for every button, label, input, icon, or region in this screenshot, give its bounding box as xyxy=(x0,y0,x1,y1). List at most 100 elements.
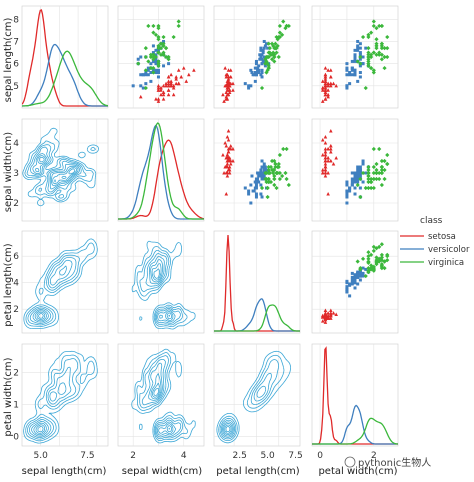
point-virginica xyxy=(366,50,371,55)
point-versicolor xyxy=(162,64,166,68)
point-versicolor xyxy=(149,62,153,66)
point-virginica xyxy=(259,85,265,91)
point-virginica xyxy=(374,43,379,49)
point-versicolor xyxy=(266,46,270,50)
x-tick-label: 7.5 xyxy=(288,451,302,461)
point-setosa xyxy=(329,68,333,72)
point-setosa xyxy=(225,88,230,92)
panel-r2-c1 xyxy=(117,230,205,334)
point-versicolor xyxy=(345,86,349,90)
point-virginica xyxy=(276,34,281,40)
point-virginica xyxy=(371,70,376,75)
point-virginica xyxy=(371,170,376,176)
point-setosa xyxy=(323,174,328,178)
point-virginica xyxy=(148,65,153,71)
point-virginica xyxy=(283,170,288,176)
point-virginica xyxy=(377,50,382,55)
x-axis-label-2: petal length(cm) xyxy=(216,466,300,477)
point-versicolor xyxy=(254,195,258,199)
point-versicolor xyxy=(353,186,357,190)
point-versicolor xyxy=(345,285,349,289)
kde-line-versicolor xyxy=(22,43,108,107)
point-setosa xyxy=(221,92,225,97)
point-virginica xyxy=(379,57,384,62)
point-versicolor xyxy=(348,82,352,86)
point-versicolor xyxy=(154,57,158,61)
point-virginica xyxy=(273,161,278,167)
panel-marks xyxy=(216,350,291,444)
point-setosa xyxy=(323,79,328,83)
point-setosa xyxy=(326,311,330,315)
point-virginica xyxy=(366,265,371,271)
point-setosa xyxy=(156,99,161,103)
panel-marks xyxy=(312,346,398,445)
point-setosa xyxy=(171,92,176,97)
point-virginica xyxy=(374,52,379,57)
point-versicolor xyxy=(257,64,261,68)
panel-r1-c1 xyxy=(117,118,205,222)
point-versicolor xyxy=(263,165,267,169)
point-versicolor xyxy=(249,84,253,88)
point-versicolor xyxy=(353,68,357,72)
point-versicolor xyxy=(254,183,258,187)
point-versicolor xyxy=(151,68,155,72)
point-setosa xyxy=(228,68,233,72)
point-setosa xyxy=(323,308,328,312)
point-virginica xyxy=(371,50,376,55)
point-virginica xyxy=(366,59,371,64)
point-virginica xyxy=(277,30,282,35)
point-virginica xyxy=(272,158,277,164)
point-virginica xyxy=(265,194,270,200)
point-setosa xyxy=(326,83,330,88)
axis-labels: sepal length(cm) sepal width(cm) petal l… xyxy=(3,18,398,477)
point-setosa xyxy=(323,159,328,163)
panel-frame xyxy=(213,118,301,222)
point-virginica xyxy=(385,46,390,51)
point-versicolor xyxy=(257,171,261,175)
point-setosa xyxy=(323,90,328,94)
point-virginica xyxy=(263,170,268,176)
point-setosa xyxy=(323,97,328,101)
point-virginica xyxy=(277,170,282,176)
point-versicolor xyxy=(345,183,349,187)
point-setosa xyxy=(227,156,232,160)
point-virginica xyxy=(371,185,376,191)
point-virginica xyxy=(366,260,371,265)
point-setosa xyxy=(159,92,163,97)
point-versicolor xyxy=(353,273,357,277)
x-tick-label: 2 xyxy=(371,451,377,461)
point-versicolor xyxy=(356,275,360,279)
point-virginica xyxy=(369,179,374,185)
point-versicolor xyxy=(149,71,153,75)
point-versicolor xyxy=(263,64,267,68)
point-virginica xyxy=(379,170,384,176)
point-versicolor xyxy=(361,274,365,278)
point-virginica xyxy=(156,46,161,51)
point-versicolor xyxy=(247,189,251,193)
point-versicolor xyxy=(256,68,260,72)
point-setosa xyxy=(164,83,168,88)
point-virginica xyxy=(379,264,384,269)
point-virginica xyxy=(263,57,268,62)
point-virginica xyxy=(366,179,371,185)
point-virginica xyxy=(263,176,268,182)
kde-contours xyxy=(23,238,98,329)
panel-r2-c0 xyxy=(21,230,109,334)
point-setosa xyxy=(320,315,325,319)
point-versicolor xyxy=(356,46,360,50)
point-virginica xyxy=(358,265,363,271)
point-setosa xyxy=(320,168,325,172)
point-setosa xyxy=(169,83,173,88)
point-versicolor xyxy=(358,57,362,61)
kde-contours xyxy=(131,240,196,330)
point-setosa xyxy=(320,99,325,103)
point-virginica xyxy=(283,26,288,31)
panel-marks xyxy=(23,350,98,444)
panel-marks xyxy=(23,238,98,329)
point-setosa xyxy=(323,171,328,175)
point-virginica xyxy=(136,61,141,66)
point-versicolor xyxy=(361,180,365,184)
point-virginica xyxy=(366,57,371,62)
point-setosa xyxy=(224,97,229,101)
